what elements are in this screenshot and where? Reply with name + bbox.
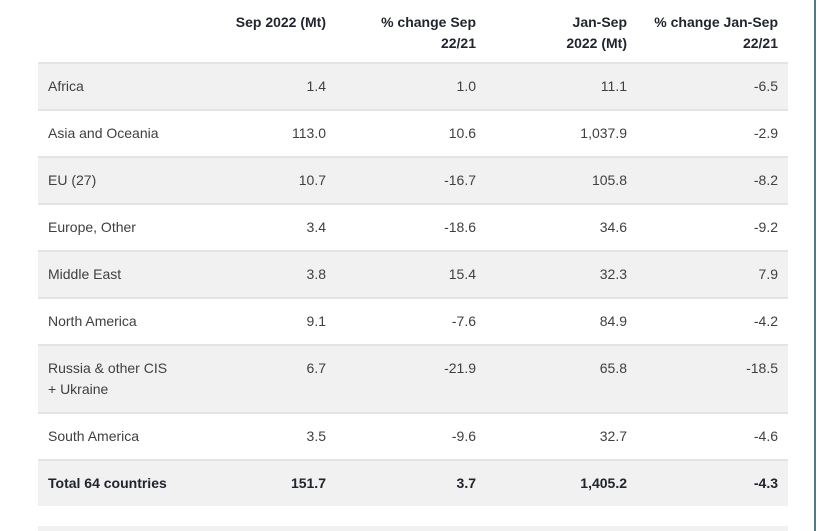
region-cell: Russia & other CIS + Ukraine (48, 360, 168, 397)
value-cell: -9.2 (753, 219, 778, 235)
region-cell: Total 64 countries (48, 475, 167, 491)
table-row-eu-27: EU (27) 10.7 -16.7 105.8 -8.2 (38, 157, 788, 204)
region-cell: Middle East (48, 266, 122, 282)
table-row-north-america: North America 9.1 -7.6 84.9 -4.2 (38, 298, 788, 345)
table-row-asia-oceania: Asia and Oceania 113.0 10.6 1,037.9 -2.9 (38, 110, 788, 157)
value-cell: 84.9 (599, 313, 627, 329)
scrollbar-thumb[interactable] (814, 0, 816, 531)
value-cell: 151.7 (290, 475, 326, 491)
region-cell: EU (27) (48, 172, 97, 188)
value-cell: -18.5 (746, 360, 778, 376)
value-cell: 10.6 (448, 125, 476, 141)
value-cell: 32.3 (599, 266, 627, 282)
scrollbar[interactable] (814, 0, 816, 531)
region-cell: North America (48, 313, 137, 329)
value-cell: 9.1 (306, 313, 326, 329)
value-cell: -6.5 (753, 78, 778, 94)
table-row-middle-east: Middle East 3.8 15.4 32.3 7.9 (38, 251, 788, 298)
value-cell: 1,037.9 (580, 125, 627, 141)
value-cell: 3.7 (456, 475, 476, 491)
column-header-pct-change-sep: % change Sep 22/21 (381, 14, 476, 51)
value-cell: -4.3 (753, 475, 778, 491)
header-row: Sep 2022 (Mt) % change Sep 22/21 Jan-Sep… (38, 0, 788, 63)
table-row-russia-cis-ukraine: Russia & other CIS + Ukraine 6.7 -21.9 6… (38, 345, 788, 413)
next-section-row-edge (38, 526, 788, 531)
value-cell: 6.7 (306, 360, 326, 376)
value-cell: -21.9 (444, 360, 476, 376)
value-cell: 113.0 (292, 125, 326, 141)
value-cell: 1.0 (456, 78, 476, 94)
table-row-africa: Africa 1.4 1.0 11.1 -6.5 (38, 63, 788, 110)
value-cell: 3.5 (306, 428, 326, 444)
value-cell: 3.8 (306, 266, 326, 282)
region-cell: Asia and Oceania (48, 125, 159, 141)
value-cell: 105.8 (591, 172, 627, 188)
value-cell: -7.6 (451, 313, 476, 329)
table-header: Sep 2022 (Mt) % change Sep 22/21 Jan-Sep… (38, 0, 788, 63)
region-cell: Europe, Other (48, 219, 136, 235)
value-cell: -9.6 (451, 428, 476, 444)
value-cell: -2.9 (753, 125, 778, 141)
value-cell: 15.4 (448, 266, 476, 282)
region-cell: South America (48, 428, 140, 444)
value-cell: -16.7 (444, 172, 476, 188)
value-cell: 65.8 (599, 360, 627, 376)
value-cell: 11.1 (600, 78, 627, 94)
column-header-sep-2022: Sep 2022 (Mt) (235, 14, 326, 30)
column-header-pct-change-jan-sep: % change Jan-Sep 22/21 (654, 14, 778, 51)
value-cell: 1.4 (306, 78, 326, 94)
production-table: Sep 2022 (Mt) % change Sep 22/21 Jan-Sep… (38, 0, 788, 506)
value-cell: 1,405.2 (580, 475, 627, 491)
value-cell: -4.6 (753, 428, 778, 444)
value-cell: -18.6 (444, 219, 476, 235)
value-cell: 10.7 (298, 172, 326, 188)
column-header-region (38, 0, 203, 63)
region-cell: Africa (48, 78, 84, 94)
value-cell: 34.6 (599, 219, 627, 235)
table-body: Africa 1.4 1.0 11.1 -6.5 Asia and Oceani… (38, 63, 788, 506)
table-row-europe-other: Europe, Other 3.4 -18.6 34.6 -9.2 (38, 204, 788, 251)
table-row-south-america: South America 3.5 -9.6 32.7 -4.6 (38, 413, 788, 460)
column-header-jan-sep-2022: Jan-Sep 2022 (Mt) (566, 14, 627, 51)
value-cell: -4.2 (753, 313, 778, 329)
value-cell: 32.7 (599, 428, 627, 444)
table-row-total-64-countries: Total 64 countries 151.7 3.7 1,405.2 -4.… (38, 460, 788, 506)
value-cell: -8.2 (753, 172, 778, 188)
value-cell: 7.9 (758, 266, 778, 282)
value-cell: 3.4 (306, 219, 326, 235)
